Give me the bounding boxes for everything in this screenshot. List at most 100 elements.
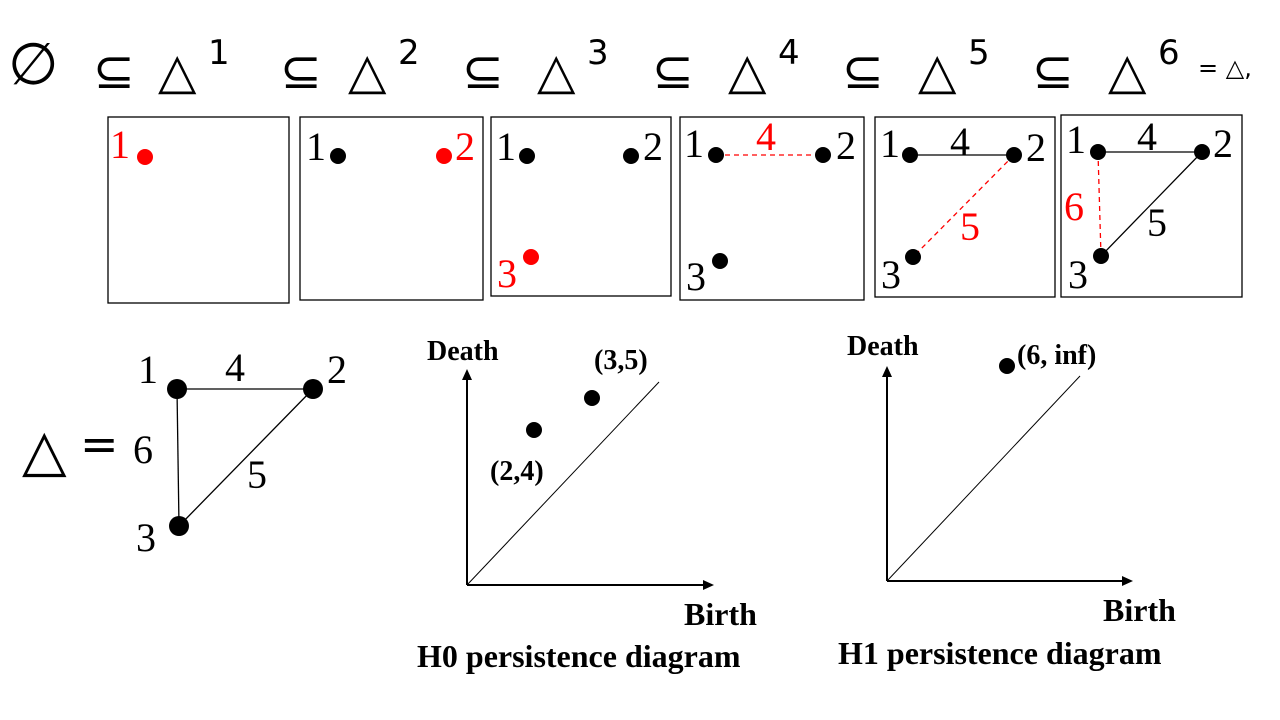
panel-4-vertex-2 [815, 147, 831, 163]
panel-6-edge-23-label: 5 [1147, 200, 1167, 245]
complex-vertex-1 [167, 379, 187, 399]
panel-2-frame [299, 116, 484, 301]
delta-3: △ [537, 42, 576, 100]
complex-edge-13-label: 6 [133, 427, 153, 472]
h0-point-3-5-label: (3,5) [594, 345, 648, 376]
panel-6-edge-13 [1097, 151, 1102, 257]
complex-vertex-1-label: 1 [138, 347, 158, 392]
delta-5-superscript: 5 [968, 33, 990, 73]
filtration-panel-4: 4 1 2 3 [679, 114, 865, 301]
complex-edge-13 [176, 388, 180, 527]
panel-1-vertex-1-label: 1 [110, 122, 130, 167]
subset-symbol-5: ⊆ [842, 42, 884, 100]
panel-4-vertex-3-label: 3 [686, 254, 706, 299]
delta-6: △ [1108, 42, 1147, 100]
delta-1-superscript: 1 [208, 33, 230, 73]
subset-symbol-6: ⊆ [1032, 42, 1074, 100]
filtration-panel-1: 1 [107, 116, 290, 304]
h1-y-arrowhead [882, 366, 892, 377]
panel-6-vertex-2 [1194, 144, 1210, 160]
panel-6-vertex-1-label: 1 [1066, 117, 1086, 162]
panel-3-vertex-1-label: 1 [496, 124, 516, 169]
delta-2: △ [348, 42, 387, 100]
panel-5-edge-23 [912, 154, 1015, 258]
panel-4-vertex-2-label: 2 [836, 123, 856, 168]
panel-4-vertex-3 [712, 253, 728, 269]
panel-1-vertex-1 [137, 149, 153, 165]
panel-5-edge-12-label: 4 [950, 119, 970, 164]
panel-5-vertex-3-label: 3 [881, 252, 901, 297]
panel-3-vertex-2 [623, 148, 639, 164]
panel-3-vertex-1 [519, 148, 535, 164]
complex-edge-23 [178, 388, 314, 527]
complex-edge-23-label: 5 [247, 452, 267, 497]
panel-4-edge-12-label: 4 [756, 114, 776, 159]
panel-5-vertex-3 [905, 249, 921, 265]
panel-5-frame [874, 116, 1056, 298]
panel-2-vertex-1 [330, 148, 346, 164]
panel-5-edge-23-label: 5 [960, 204, 980, 249]
complex-edge-12-label: 4 [225, 345, 245, 390]
h1-y-axis-label: Death [847, 331, 919, 362]
subset-symbol-1: ⊆ [93, 42, 135, 100]
panel-4-vertex-1-label: 1 [684, 121, 704, 166]
filtration-panel-5: 4 5 1 2 3 [874, 116, 1056, 298]
h1-point-6-inf [999, 358, 1015, 374]
panel-3-frame [490, 116, 672, 297]
h1-caption: H1 persistence diagram [838, 635, 1162, 671]
panel-5-vertex-1 [902, 147, 918, 163]
h0-y-arrowhead [462, 369, 472, 380]
complex-vertex-3-label: 3 [136, 515, 156, 560]
subset-symbol-3: ⊆ [462, 42, 504, 100]
delta-4-superscript: 4 [778, 33, 800, 73]
panel-6-frame [1060, 114, 1243, 298]
delta-3-superscript: 3 [587, 33, 609, 73]
delta-2-superscript: 2 [398, 33, 420, 73]
panel-3-vertex-3-label: 3 [497, 251, 517, 296]
h0-persistence-diagram: (2,4) (3,5) Death Birth H0 persistence d… [417, 336, 757, 674]
panel-6-edge-13-label: 6 [1064, 184, 1084, 229]
panel-2-vertex-1-label: 1 [306, 124, 326, 169]
panel-5-vertex-2 [1006, 147, 1022, 163]
panel-1-frame [107, 116, 290, 304]
full-complex: △ = 1 2 3 4 5 6 [22, 345, 347, 560]
delta-1: △ [158, 42, 197, 100]
h0-x-axis-label: Birth [684, 596, 757, 632]
filtration-panel-3: 1 2 3 [490, 116, 672, 297]
subset-symbol-4: ⊆ [652, 42, 694, 100]
h1-persistence-diagram: (6, inf) Death Birth H1 persistence diag… [838, 331, 1176, 671]
h1-x-arrowhead [1122, 576, 1133, 586]
h0-y-axis-label: Death [427, 336, 499, 367]
h0-x-arrowhead [703, 580, 714, 590]
panel-4-frame [679, 116, 865, 301]
h0-diagonal [466, 381, 660, 586]
delta-5: △ [918, 42, 957, 100]
panel-4-vertex-1 [708, 147, 724, 163]
filtration-sequence: ∅ ⊆ △ 1 ⊆ △ 2 ⊆ △ 3 ⊆ △ 4 ⊆ △ 5 ⊆ △ 6 = … [8, 30, 1252, 100]
panel-6-edge-12-label: 4 [1137, 114, 1157, 159]
h0-point-3-5 [584, 390, 600, 406]
complex-equals-sign: = [80, 417, 119, 471]
complex-vertex-3 [169, 516, 189, 536]
filtration-panel-2: 1 2 [299, 116, 484, 301]
delta-4: △ [728, 42, 767, 100]
h0-caption: H0 persistence diagram [417, 638, 741, 674]
panel-6-vertex-3-label: 3 [1068, 252, 1088, 297]
h1-point-6-inf-label: (6, inf) [1017, 340, 1096, 371]
panel-6-edge-23 [1100, 151, 1203, 257]
panel-3-vertex-3 [523, 249, 539, 265]
h0-point-2-4-label: (2,4) [490, 456, 544, 487]
empty-set-symbol: ∅ [8, 30, 59, 98]
subset-symbol-2: ⊆ [280, 42, 322, 100]
complex-vertex-2-label: 2 [327, 347, 347, 392]
equals-delta-tail: = △, [1198, 54, 1252, 82]
panel-6-vertex-1 [1090, 144, 1106, 160]
panel-2-vertex-2-label: 2 [455, 124, 475, 169]
panel-3-vertex-2-label: 2 [643, 124, 663, 169]
filtration-panel-6: 4 5 6 1 2 3 [1060, 114, 1243, 298]
panel-6-vertex-3 [1093, 248, 1109, 264]
panel-5-vertex-1-label: 1 [880, 121, 900, 166]
panel-2-vertex-2 [436, 148, 452, 164]
